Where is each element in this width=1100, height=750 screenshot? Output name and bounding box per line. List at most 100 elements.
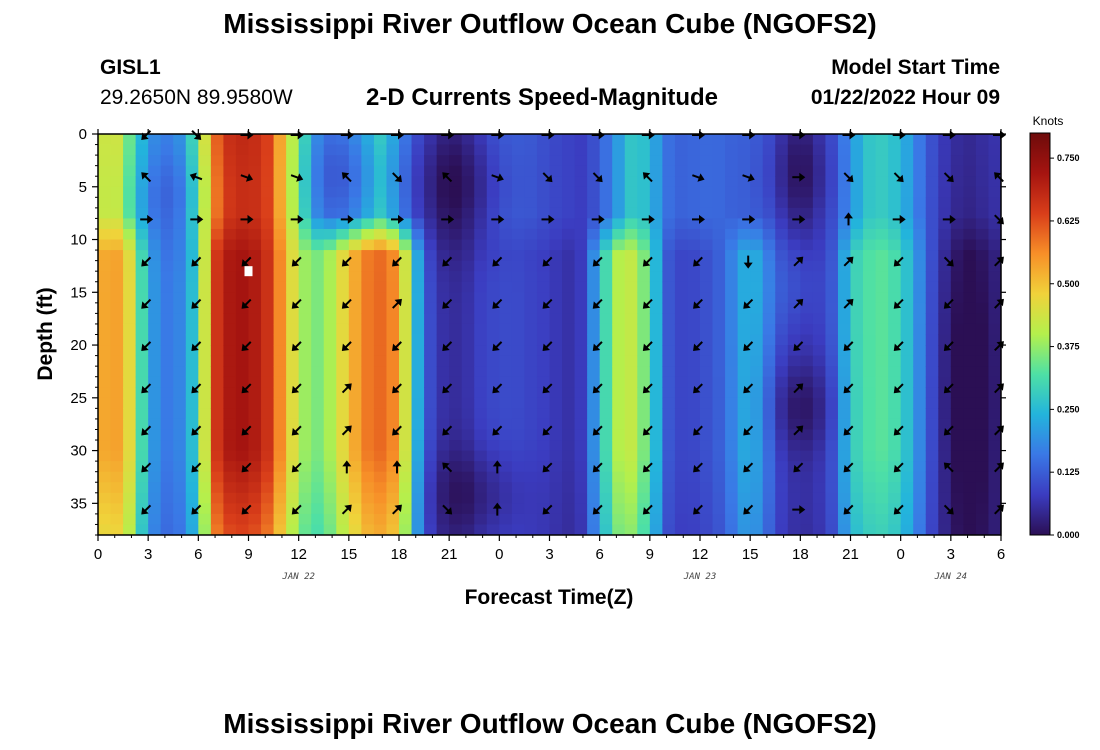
heatmap-cell <box>449 492 463 504</box>
heatmap-cell <box>223 281 237 293</box>
heatmap-cell <box>637 281 651 293</box>
heatmap-cell <box>863 345 877 357</box>
heatmap-cell <box>637 366 651 378</box>
heatmap-cell <box>399 355 413 367</box>
heatmap-cell <box>950 429 964 441</box>
heatmap-cell <box>863 292 877 304</box>
x-tick-label: 6 <box>194 546 202 563</box>
heatmap-cell <box>812 250 827 262</box>
heatmap-cell <box>373 228 388 241</box>
heatmap-cell <box>311 228 325 241</box>
heatmap-cell <box>900 144 914 156</box>
heatmap-cell <box>198 471 212 483</box>
heatmap-cell <box>925 450 939 462</box>
heatmap-cell <box>536 524 551 535</box>
heatmap-cell <box>235 207 250 220</box>
heatmap-cell <box>888 207 902 220</box>
heatmap-cell <box>486 218 500 230</box>
heatmap-cell <box>863 387 877 399</box>
heatmap-cell <box>336 207 350 220</box>
heatmap-cell <box>173 239 187 251</box>
heatmap-cell <box>587 513 601 526</box>
heatmap-cell <box>499 186 513 198</box>
heatmap-cell <box>235 450 250 462</box>
heatmap-cell <box>787 313 801 325</box>
heatmap-cell <box>210 503 225 515</box>
heatmap-cell <box>800 397 814 409</box>
heatmap-cell <box>950 334 964 346</box>
heatmap-cell <box>863 186 877 198</box>
heatmap-cell <box>148 176 162 188</box>
heatmap-cell <box>98 418 112 431</box>
heatmap-cell <box>148 503 162 515</box>
heatmap-cell <box>361 482 375 494</box>
heatmap-cell <box>524 461 538 473</box>
heatmap-cell <box>449 281 463 293</box>
heatmap-cell <box>624 155 638 167</box>
heatmap-cell <box>587 186 601 198</box>
heatmap-cell <box>235 292 250 304</box>
heatmap-cell <box>386 292 400 304</box>
heatmap-cell <box>950 302 964 314</box>
colorbar-tick-label: 0.250 <box>1057 404 1080 414</box>
heatmap-cell <box>725 503 739 515</box>
heatmap-cell <box>750 482 764 494</box>
heatmap-cell <box>210 197 225 209</box>
heatmap-cell <box>624 503 638 515</box>
heatmap-cell <box>198 334 212 346</box>
heatmap-cell <box>900 334 914 346</box>
heatmap-cell <box>210 292 225 304</box>
heatmap-cell <box>210 302 225 314</box>
heatmap-cell <box>311 471 325 483</box>
heatmap-cell <box>863 197 877 209</box>
heatmap-cell <box>110 418 124 431</box>
heatmap-cell <box>700 134 714 146</box>
heatmap-cell <box>323 302 337 314</box>
heatmap-cell <box>925 397 939 409</box>
heatmap-cell <box>900 292 914 304</box>
heatmap-cell <box>173 524 187 535</box>
current-arrow <box>141 341 152 352</box>
heatmap-cell <box>386 418 400 431</box>
heatmap-cell <box>825 524 839 535</box>
heatmap-cell <box>248 366 262 378</box>
heatmap-cell <box>925 250 939 262</box>
heatmap-cell <box>687 250 701 262</box>
heatmap-cell <box>361 376 375 388</box>
heatmap-cell <box>436 524 450 535</box>
heatmap-cell <box>135 482 149 494</box>
product-title: 2-D Currents Speed-Magnitude <box>366 84 719 111</box>
heatmap-cell <box>975 176 990 188</box>
heatmap-cell <box>812 355 827 367</box>
heatmap-cell <box>210 513 225 526</box>
heatmap-cell <box>461 492 475 504</box>
heatmap-cell <box>361 260 375 272</box>
heatmap-cell <box>825 134 839 146</box>
heatmap-cell <box>185 165 199 177</box>
heatmap-cell <box>348 218 362 230</box>
heatmap-cell <box>988 250 1001 262</box>
heatmap-cell <box>198 292 212 304</box>
heatmap-cell <box>298 260 312 272</box>
heatmap-cell <box>599 250 613 262</box>
heatmap-cell <box>562 387 576 399</box>
heatmap-cell <box>411 482 425 494</box>
heatmap-cell <box>963 144 977 156</box>
heatmap-cell <box>173 155 187 167</box>
heatmap-cell <box>712 218 726 230</box>
heatmap-cell <box>674 387 689 399</box>
heatmap-cell <box>223 186 237 198</box>
heatmap-cell <box>963 239 977 251</box>
heatmap-cell <box>762 450 776 462</box>
heatmap-cell <box>612 471 626 483</box>
heatmap-cell <box>298 503 312 515</box>
heatmap-cell <box>925 355 939 367</box>
current-arrow <box>843 383 854 394</box>
heatmap-cell <box>361 302 375 314</box>
heatmap-cell <box>223 471 237 483</box>
heatmap-cell <box>737 218 751 230</box>
heatmap-cell <box>336 524 350 535</box>
heatmap-cell <box>311 461 325 473</box>
heatmap-cell <box>286 134 300 146</box>
heatmap-cell <box>963 513 977 526</box>
